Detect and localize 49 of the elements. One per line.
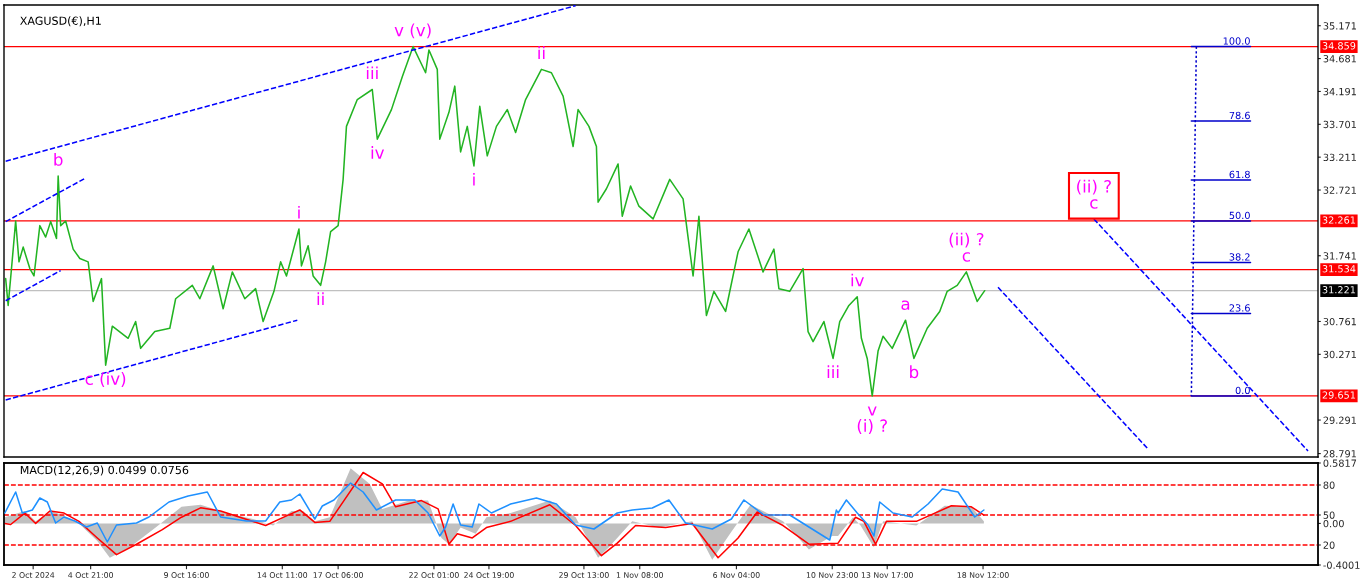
ref-line-label: 32.261 — [1322, 216, 1356, 224]
y-tick-label: 35.171 — [1323, 22, 1356, 30]
annotation: v (v) — [394, 23, 431, 39]
annotation: iii — [827, 365, 839, 379]
y2-tick-label: 20 — [1323, 541, 1335, 549]
y-tick-label: 32.721 — [1323, 186, 1356, 194]
series-label: 0.0 — [1235, 386, 1250, 395]
y-tick-label: 0.5817 — [1323, 459, 1357, 467]
y-tick-label: 28.791 — [1323, 450, 1356, 458]
ref-line-label: 29.651 — [1322, 391, 1356, 399]
y2-tick-label: 50 — [1323, 511, 1335, 519]
annotation: a — [901, 300, 910, 311]
series-label: 61.8 — [1229, 170, 1250, 179]
series-label: 78.6 — [1229, 111, 1250, 120]
annotation: iv — [851, 273, 864, 287]
y-tick-label: -0.4001 — [1323, 561, 1360, 569]
y-tick-label: 0.00 — [1323, 519, 1344, 528]
chart-title: MACD(12,26,9) 0.0499 0.0756 — [20, 465, 189, 476]
y-tick-label: 33.701 — [1323, 120, 1356, 129]
annotation: b — [910, 365, 919, 379]
series-label: 23.6 — [1229, 304, 1250, 312]
ref-line-label: 31.534 — [1322, 265, 1356, 273]
annotation: b — [54, 152, 63, 166]
annotation: iii — [366, 66, 378, 80]
y2-tick-label: 80 — [1323, 481, 1335, 489]
series-label: 100.0 — [1223, 37, 1250, 45]
annotation: (ii) ? c — [1077, 179, 1111, 209]
series-label: 50.0 — [1229, 211, 1250, 220]
line-series — [4, 45, 986, 397]
y-tick-label: 34.681 — [1323, 55, 1356, 63]
text: XAGUSD(€),H1 — [20, 16, 101, 27]
y-tick-label: 29.291 — [1323, 416, 1356, 424]
ref-line-label: 34.859 — [1322, 42, 1356, 50]
annotation: i — [298, 205, 300, 219]
annotation: c (iv) — [85, 372, 126, 387]
series-label: 38.2 — [1229, 253, 1250, 261]
line-series — [4, 482, 985, 543]
y-tick-label: 31.741 — [1323, 252, 1356, 260]
y-tick-label: 33.211 — [1323, 153, 1356, 161]
annotation: v (i) ? — [857, 406, 887, 434]
y-tick-label: 30.271 — [1323, 350, 1356, 359]
annotation: ii — [538, 46, 545, 59]
y-tick-label: 34.191 — [1323, 87, 1356, 96]
annotation: (ii) ? c — [949, 232, 984, 262]
ref-line-label: 31.221 — [1322, 286, 1356, 294]
y-tick-label: 30.761 — [1323, 317, 1356, 326]
annotation: i — [473, 172, 475, 186]
annotation: ii — [317, 292, 324, 305]
annotation: iv — [371, 146, 385, 159]
